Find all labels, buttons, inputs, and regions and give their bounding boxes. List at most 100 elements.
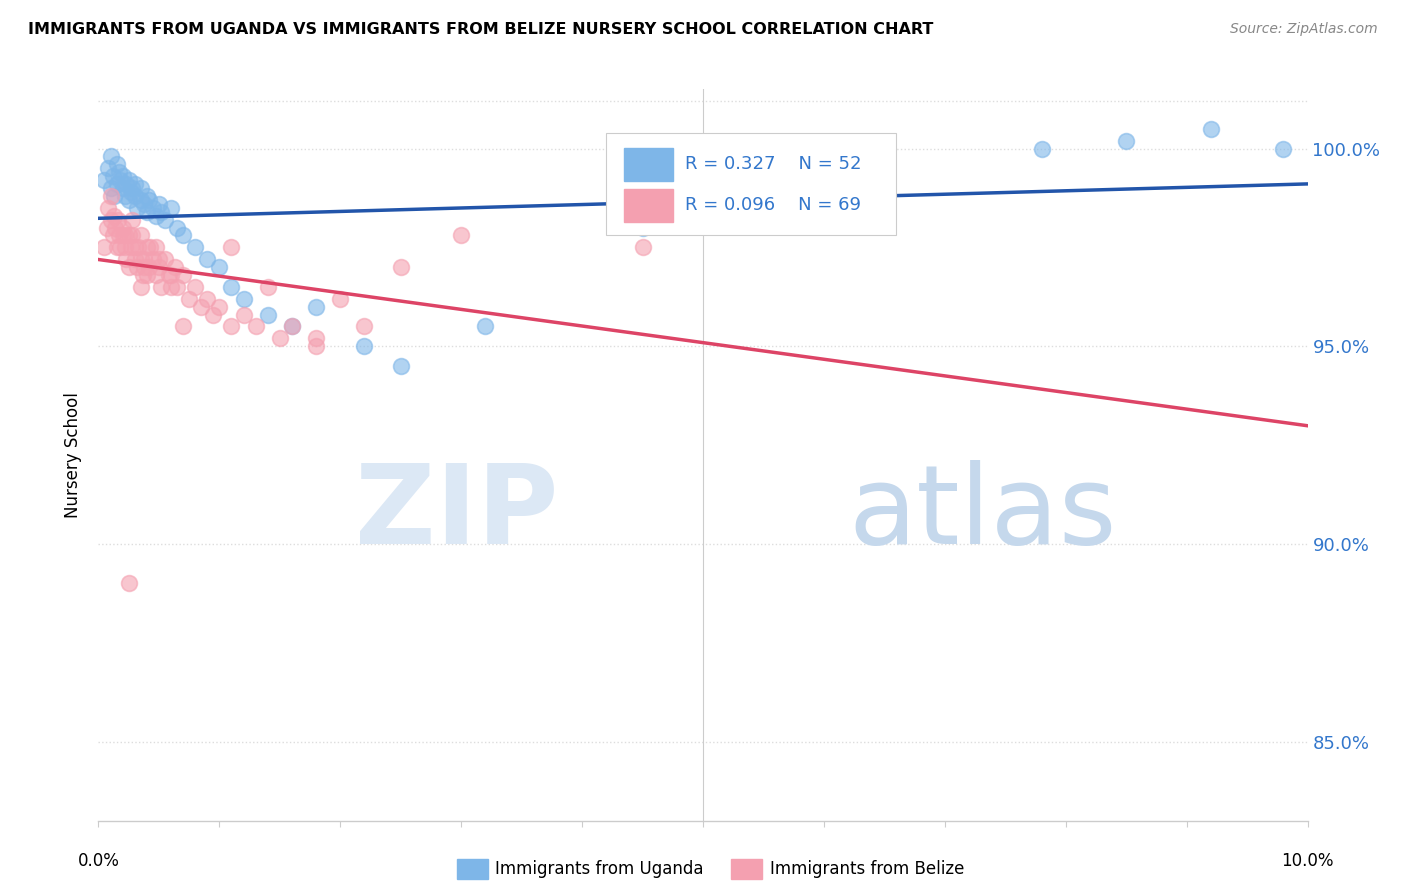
Point xyxy=(111,228,134,243)
Point xyxy=(148,252,170,267)
Point xyxy=(269,331,291,345)
Point xyxy=(160,268,183,282)
Point xyxy=(129,280,152,294)
Point xyxy=(389,359,412,373)
Point xyxy=(195,292,218,306)
Point xyxy=(389,260,412,274)
Text: atlas: atlas xyxy=(848,460,1116,567)
Point xyxy=(163,260,186,274)
Point xyxy=(138,193,160,207)
Text: R = 0.327    N = 52: R = 0.327 N = 52 xyxy=(685,155,862,173)
Point xyxy=(111,169,134,184)
Point xyxy=(232,292,254,306)
Point xyxy=(101,169,124,184)
Point xyxy=(108,240,131,254)
Point xyxy=(104,220,127,235)
Text: 0.0%: 0.0% xyxy=(77,852,120,871)
Text: Immigrants from Belize: Immigrants from Belize xyxy=(770,860,965,878)
Point xyxy=(108,173,131,187)
Point xyxy=(114,228,136,243)
Point xyxy=(127,260,149,274)
Point xyxy=(631,240,654,254)
Point xyxy=(1199,121,1222,136)
Point xyxy=(93,240,115,254)
Point xyxy=(115,252,138,267)
Point xyxy=(103,189,125,203)
Point xyxy=(631,220,654,235)
Point xyxy=(208,300,231,314)
Point xyxy=(100,189,122,203)
Point xyxy=(172,319,194,334)
Text: Source: ZipAtlas.com: Source: ZipAtlas.com xyxy=(1230,22,1378,37)
Point xyxy=(142,252,165,267)
Point xyxy=(124,240,146,254)
Point xyxy=(121,181,143,195)
Point xyxy=(100,149,122,163)
Point xyxy=(221,240,243,254)
Point xyxy=(305,339,328,353)
Point xyxy=(105,177,128,191)
Point xyxy=(132,268,155,282)
Point xyxy=(129,228,152,243)
Point xyxy=(148,197,170,211)
Point xyxy=(111,181,134,195)
Point xyxy=(145,209,167,223)
Point xyxy=(97,161,120,176)
Point xyxy=(353,339,375,353)
Point xyxy=(150,204,173,219)
Point xyxy=(150,280,173,294)
Point xyxy=(115,177,138,191)
Point xyxy=(105,240,128,254)
Point xyxy=(232,308,254,322)
Text: ZIP: ZIP xyxy=(354,460,558,567)
Point xyxy=(129,193,152,207)
Point xyxy=(208,260,231,274)
Point xyxy=(160,201,183,215)
Point xyxy=(166,220,188,235)
Point xyxy=(166,280,188,294)
Point xyxy=(245,319,267,334)
Point xyxy=(138,260,160,274)
Point xyxy=(114,240,136,254)
Point xyxy=(221,280,243,294)
Point xyxy=(100,212,122,227)
Point xyxy=(184,280,207,294)
Point xyxy=(134,252,156,267)
Point xyxy=(135,240,157,254)
Point xyxy=(184,240,207,254)
Point xyxy=(195,252,218,267)
Point xyxy=(353,319,375,334)
Point xyxy=(114,189,136,203)
Point xyxy=(148,260,170,274)
Point xyxy=(118,228,141,243)
Y-axis label: Nursery School: Nursery School xyxy=(65,392,83,518)
Point xyxy=(135,204,157,219)
Point xyxy=(121,228,143,243)
Point xyxy=(139,240,162,254)
Point xyxy=(118,576,141,591)
Point xyxy=(135,268,157,282)
Point xyxy=(157,268,180,282)
Point xyxy=(124,189,146,203)
Text: IMMIGRANTS FROM UGANDA VS IMMIGRANTS FROM BELIZE NURSERY SCHOOL CORRELATION CHAR: IMMIGRANTS FROM UGANDA VS IMMIGRANTS FRO… xyxy=(28,22,934,37)
Point xyxy=(121,212,143,227)
Point xyxy=(202,308,225,322)
Bar xyxy=(624,148,673,180)
Point xyxy=(873,161,896,176)
Point xyxy=(1031,141,1053,155)
Point xyxy=(96,220,118,235)
Point xyxy=(97,201,120,215)
Point xyxy=(281,319,304,334)
Text: Immigrants from Uganda: Immigrants from Uganda xyxy=(495,860,703,878)
Point xyxy=(145,268,167,282)
Point xyxy=(118,193,141,207)
Point xyxy=(108,165,131,179)
Point xyxy=(127,240,149,254)
Point xyxy=(256,280,278,294)
Point xyxy=(105,157,128,171)
Point xyxy=(160,280,183,294)
Point xyxy=(179,292,201,306)
Point xyxy=(129,252,152,267)
Point xyxy=(142,201,165,215)
Point xyxy=(118,173,141,187)
